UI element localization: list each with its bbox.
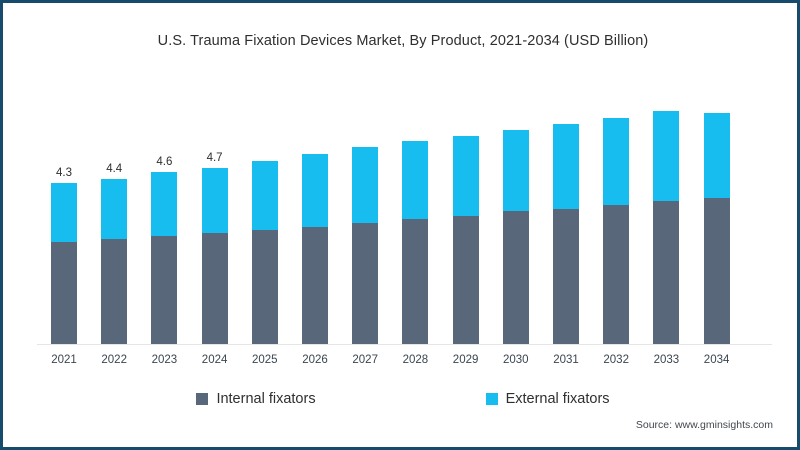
bar-group[interactable] [603, 118, 630, 344]
bar-segment-external-fixators[interactable] [251, 161, 278, 230]
bar-segment-external-fixators[interactable] [603, 118, 630, 205]
bar-value-label: 4.3 [56, 167, 72, 179]
bar-segment-internal-fixators[interactable] [51, 242, 77, 344]
bar-group[interactable] [653, 111, 680, 344]
bar-value-label: 4.6 [156, 156, 173, 168]
bar-segment-external-fixators[interactable] [553, 124, 579, 209]
x-axis-tick-label: 2030 [503, 354, 529, 366]
bar-segment-internal-fixators[interactable] [653, 201, 680, 344]
bar-value-label: 4.7 [206, 152, 223, 164]
x-axis-baseline [37, 344, 772, 345]
bar-group[interactable]: 4.4 [101, 163, 128, 344]
bar-group[interactable]: 4.6 [151, 156, 178, 344]
x-axis-tick-label: 2034 [703, 354, 730, 366]
bar-segment-external-fixators[interactable] [703, 113, 730, 198]
bar-value-label: 4.4 [106, 163, 123, 175]
plot-area: 4.3 2021 4.4 2022 4.6 2023 4.7 2024 2025 2026 2027… [3, 3, 797, 447]
bar-segment-external-fixators[interactable] [452, 136, 479, 216]
bar-segment-external-fixators[interactable] [352, 147, 379, 223]
bar-segment-internal-fixators[interactable] [151, 236, 178, 344]
x-axis-tick-label: 2025 [252, 354, 278, 366]
x-axis-tick-label: 2031 [553, 354, 579, 366]
chart-title: U.S. Trauma Fixation Devices Market, By … [157, 33, 649, 49]
bar-segment-internal-fixators[interactable] [101, 239, 128, 344]
x-axis-tick-label: 2032 [603, 354, 629, 366]
legend-item-internal-fixators[interactable]: Internal fixators [196, 391, 316, 407]
bar-segment-external-fixators[interactable] [302, 154, 328, 227]
x-axis-tick-label: 2028 [402, 354, 429, 366]
bar-group[interactable] [553, 124, 579, 344]
legend-item-external-fixators[interactable]: External fixators [485, 391, 610, 407]
bar-segment-internal-fixators[interactable] [703, 198, 730, 344]
bar-segment-internal-fixators[interactable] [201, 233, 228, 344]
bar-segment-external-fixators[interactable] [151, 172, 178, 236]
bar-segment-internal-fixators[interactable] [452, 216, 479, 344]
bar-group[interactable]: 4.3 [51, 167, 77, 344]
legend-swatch-internal-fixators [196, 393, 209, 405]
x-axis-tick-label: 2026 [302, 354, 328, 366]
x-axis-tick-label: 2022 [101, 354, 127, 366]
x-axis-tick-label: 2033 [653, 354, 680, 366]
legend-label-internal-fixators: Internal fixators [216, 391, 316, 407]
bar-group[interactable] [302, 154, 328, 344]
bar-segment-internal-fixators[interactable] [502, 211, 529, 344]
bar-group[interactable]: 4.7 [201, 152, 228, 344]
chart-legend: Internal fixators External fixators [3, 391, 797, 407]
x-axis-tick-label: 2021 [51, 354, 77, 366]
bar-segment-external-fixators[interactable] [502, 130, 529, 211]
bar-segment-external-fixators[interactable] [51, 183, 77, 242]
x-axis-tick-label: 2029 [452, 354, 479, 366]
bar-segment-internal-fixators[interactable] [251, 230, 278, 344]
bar-segment-external-fixators[interactable] [201, 168, 228, 233]
bar-group[interactable] [452, 136, 479, 344]
bar-group[interactable] [352, 147, 379, 344]
bar-segment-external-fixators[interactable] [402, 141, 429, 219]
x-axis-tick-label: 2023 [151, 354, 178, 366]
x-axis-tick-label: 2024 [201, 354, 228, 366]
source-note: Source: www.gminsights.com [635, 419, 773, 431]
legend-swatch-external-fixators [485, 393, 498, 405]
bar-group[interactable] [251, 161, 278, 344]
bar-group[interactable] [502, 130, 529, 344]
bar-group[interactable] [703, 113, 730, 344]
x-axis-tick-label: 2027 [352, 354, 378, 366]
bar-segment-internal-fixators[interactable] [352, 223, 379, 344]
bar-segment-internal-fixators[interactable] [402, 219, 429, 344]
legend-label-external-fixators: External fixators [505, 391, 610, 407]
bar-segment-external-fixators[interactable] [653, 111, 680, 201]
bar-segment-internal-fixators[interactable] [302, 227, 328, 344]
bar-segment-internal-fixators[interactable] [553, 209, 579, 344]
bar-segment-internal-fixators[interactable] [603, 205, 630, 344]
bar-group[interactable] [402, 141, 429, 344]
bar-segment-external-fixators[interactable] [101, 179, 128, 239]
